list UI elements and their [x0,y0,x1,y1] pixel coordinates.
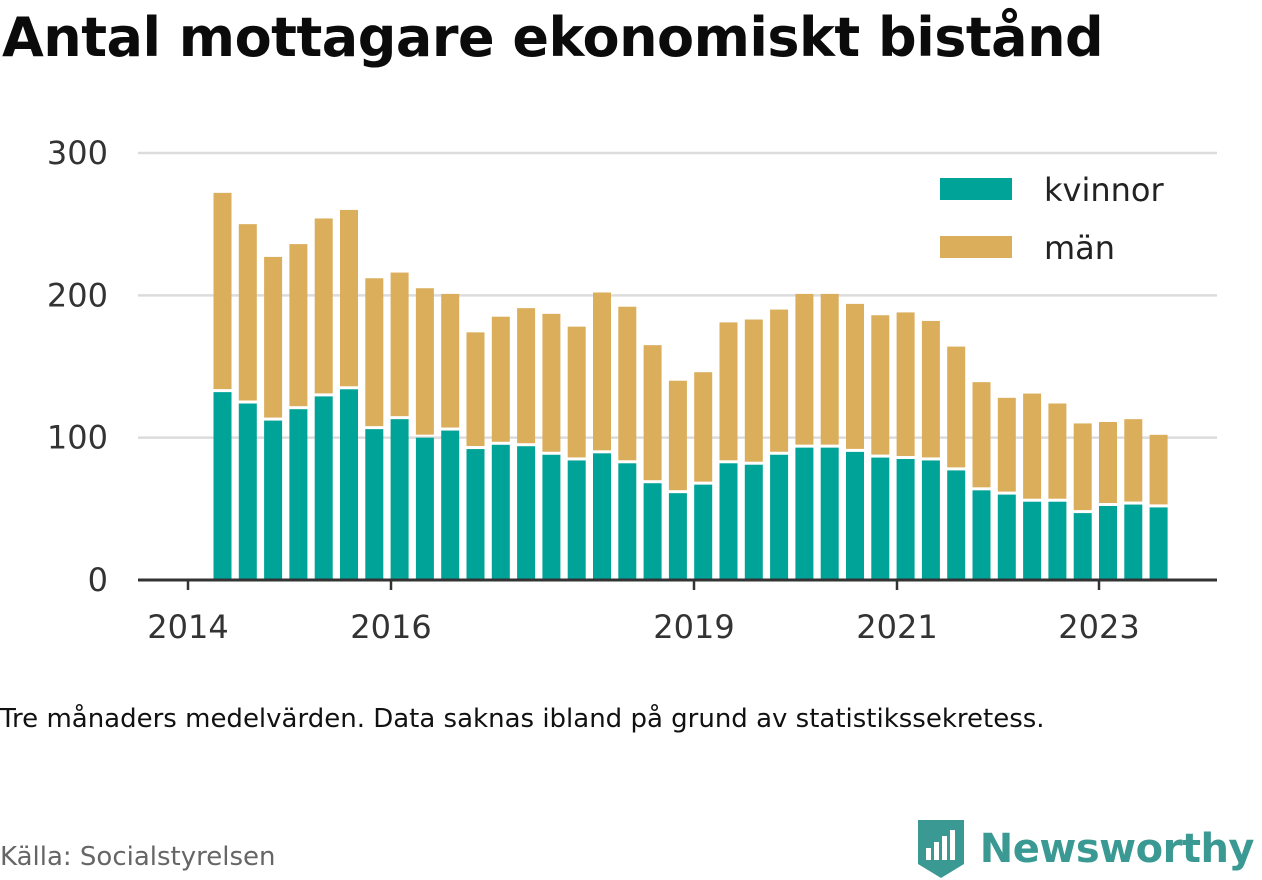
bar-man [947,346,966,468]
legend-label-kvinnor: kvinnor [1044,171,1165,209]
bar-kvinnor [719,463,738,580]
bar-man [770,309,789,452]
bar-man [390,272,409,417]
bar-kvinnor [820,447,839,580]
bar-kvinnor [415,437,434,580]
bar-man [618,306,637,461]
bar-man [1073,423,1092,511]
bar-kvinnor [542,454,561,580]
bar-man [668,380,687,491]
bar-kvinnor [1124,504,1143,580]
bar-man [896,312,915,457]
bar-man [314,218,333,394]
newsworthy-logo-icon [917,820,964,878]
bar-kvinnor [896,459,915,580]
bar-kvinnor [770,454,789,580]
bar-kvinnor [314,396,333,580]
bar-man [213,192,232,390]
stacked-bar-chart: 0 100 200 300 2014 2016 2019 2021 2023 kvinnor mä… [47,134,1217,646]
bar-man [820,293,839,445]
bar-man [972,382,991,488]
bar-man [744,319,763,462]
bar-kvinnor [1149,507,1168,580]
bar-kvinnor [1099,505,1117,580]
bar-kvinnor [972,490,991,580]
bar-kvinnor [1073,513,1092,580]
chart-title: Antal mottagare ekonomiskt bistånd [2,6,1104,69]
bar-kvinnor [668,493,687,580]
bar-man [593,292,611,451]
bar-kvinnor [1023,501,1042,580]
y-tick-label-0: 0 [88,561,108,599]
bar-kvinnor [567,460,586,580]
bar-man [517,308,536,444]
y-tick-label-200: 200 [47,276,108,314]
y-tick-label-300: 300 [47,134,108,172]
bar-kvinnor [871,457,890,580]
bar-kvinnor [694,484,713,580]
legend-swatch-kvinnor [940,178,1012,200]
x-tick-label-2021: 2021 [856,608,937,646]
bar-man [643,345,662,481]
bar-man [567,326,586,458]
x-tick-label-2019: 2019 [653,608,734,646]
bar-man [238,224,257,401]
bar-kvinnor [517,446,536,580]
bar-kvinnor [846,451,864,580]
bar-man [1124,419,1143,502]
bar-kvinnor [795,447,814,580]
legend-label-man: män [1044,229,1115,267]
bar-kvinnor [264,420,283,580]
bar-man [694,372,713,482]
bar-kvinnor [441,430,460,580]
bar-man [340,209,358,387]
source-text: Källa: Socialstyrelsen [0,842,276,872]
bar-kvinnor [618,463,637,580]
bar-kvinnor [340,389,358,580]
bar-man [491,316,510,442]
x-tick-label-2014: 2014 [147,608,228,646]
brand-logo[interactable]: Newsworthy [916,818,1255,880]
bar-kvinnor [1048,501,1067,580]
bar-man [365,278,384,427]
bar-kvinnor [744,464,763,580]
y-tick-label-100: 100 [47,419,108,457]
bars [213,192,1168,580]
bar-kvinnor [921,460,940,580]
bar-man [1149,434,1168,505]
bar-kvinnor [365,429,384,580]
bar-man [1023,393,1042,499]
bar-man [1099,422,1117,503]
bar-kvinnor [466,449,485,580]
bar-kvinnor [213,392,232,580]
bar-man [795,293,814,445]
bar-kvinnor [289,409,308,580]
bar-man [719,322,738,461]
bar-man [1048,403,1067,499]
bar-man [921,320,940,458]
bar-man [415,288,434,435]
bar-man [871,315,890,455]
axes: 0 100 200 300 2014 2016 2019 2021 2023 [47,134,1217,646]
bar-man [264,256,283,418]
bar-kvinnor [593,453,611,580]
chart-note: Tre månaders medelvärden. Data saknas ib… [0,704,1045,734]
bar-kvinnor [238,403,257,580]
bar-man [997,397,1016,492]
bar-kvinnor [643,483,662,580]
bar-man [542,313,561,452]
bar-kvinnor [491,444,510,580]
brand-name: Newsworthy [979,826,1255,872]
x-tick-label-2023: 2023 [1058,608,1139,646]
bar-man [289,244,308,407]
bar-kvinnor [390,419,409,580]
bar-man [441,293,460,428]
x-tick-label-2016: 2016 [350,608,431,646]
bar-man [846,303,864,449]
legend: kvinnor män [940,171,1165,267]
legend-swatch-man [940,236,1012,258]
bar-kvinnor [947,470,966,580]
bar-man [466,332,485,447]
bar-kvinnor [997,494,1016,580]
